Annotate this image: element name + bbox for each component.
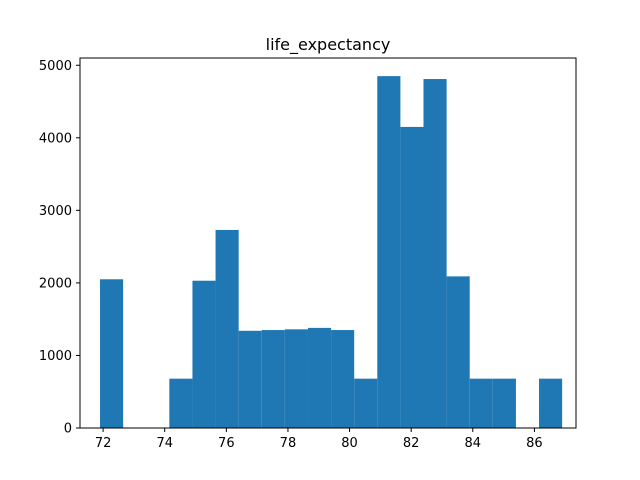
x-tick-label: 72	[95, 436, 112, 451]
x-tick-label: 84	[465, 436, 482, 451]
chart-title: life_expectancy	[266, 35, 391, 55]
y-tick-label: 3000	[39, 204, 72, 219]
histogram-bar	[284, 329, 308, 428]
x-tick-label: 80	[341, 436, 358, 451]
x-tick-label: 76	[218, 436, 235, 451]
x-tick-label: 86	[526, 436, 543, 451]
histogram-bar	[423, 79, 447, 428]
histogram-bar	[400, 126, 424, 428]
histogram-bar	[307, 327, 332, 428]
y-axis-ticks: 0 1000 2000 3000 4000 5000	[39, 59, 80, 437]
histogram-bar	[469, 378, 493, 428]
y-tick-label: 5000	[39, 59, 72, 74]
plot-frame	[79, 57, 577, 429]
x-tick-label: 74	[156, 436, 173, 451]
histogram-bar	[169, 378, 193, 428]
histogram-bar	[192, 280, 216, 428]
histogram-bar	[377, 76, 401, 428]
y-tick-label: 0	[64, 422, 72, 437]
histogram-bar	[215, 229, 239, 428]
histogram-bar	[261, 330, 285, 428]
histogram-bar	[446, 276, 470, 428]
y-tick-label: 4000	[39, 131, 72, 146]
x-axis-ticks: 72 74 76 78 80 82 84 86	[95, 428, 543, 451]
y-tick-label: 1000	[39, 349, 72, 364]
histogram-bar	[100, 279, 124, 428]
y-tick-label: 2000	[39, 276, 72, 291]
x-tick-label: 78	[280, 436, 297, 451]
histogram-bar	[539, 378, 563, 428]
histogram-bar	[492, 378, 516, 428]
histogram-bar	[354, 378, 378, 428]
bars-group	[100, 76, 563, 428]
histogram-bar	[331, 330, 355, 428]
histogram-bar	[238, 330, 262, 428]
x-tick-label: 82	[403, 436, 420, 451]
